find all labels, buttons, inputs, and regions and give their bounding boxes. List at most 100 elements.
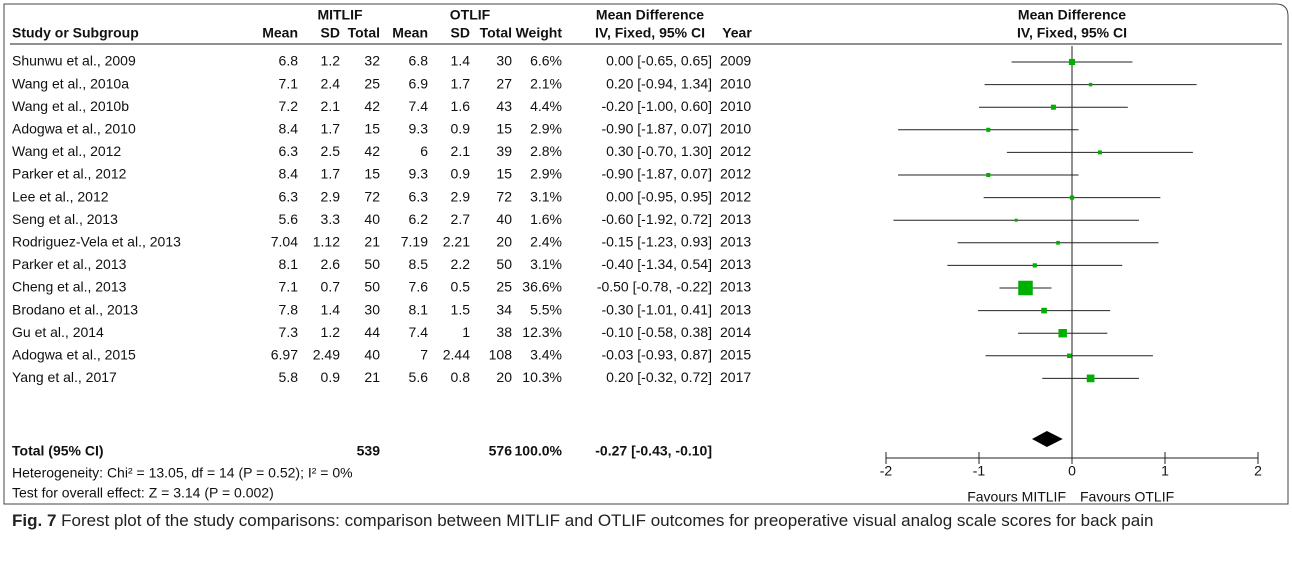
table-cell: 2.4 — [321, 75, 341, 91]
table-cell: 8.4 — [279, 166, 299, 182]
table-cell: 4.4% — [530, 98, 562, 114]
table-cell: 2010 — [720, 121, 751, 137]
table-cell: -0.30 [-1.01, 0.41] — [601, 301, 712, 317]
effect-marker — [1068, 58, 1076, 66]
total-ci: -0.27 [-0.43, -0.10] — [595, 443, 712, 459]
table-cell: Gu et al., 2014 — [12, 324, 104, 340]
group-header: MITLIF — [317, 7, 363, 23]
table-cell: 0.9 — [451, 121, 471, 137]
x-tick-label: 1 — [1161, 463, 1169, 479]
group-header: Mean Difference — [596, 7, 704, 23]
table-cell: 15 — [364, 166, 380, 182]
table-cell: 1.6% — [530, 211, 562, 227]
column-header: Mean — [392, 25, 428, 41]
table-cell: -0.90 [-1.87, 0.07] — [601, 121, 712, 137]
column-header: SD — [451, 25, 470, 41]
table-cell: 5.6 — [409, 369, 429, 385]
effect-marker — [1050, 104, 1056, 110]
table-cell: 6.6% — [530, 53, 562, 69]
table-cell: 1.7 — [451, 75, 471, 91]
table-cell: 6.3 — [409, 188, 429, 204]
effect-marker — [1066, 353, 1072, 359]
effect-marker — [1041, 307, 1047, 314]
total-weight: 100.0% — [515, 443, 563, 459]
effect-marker — [1018, 280, 1033, 296]
table-cell: Parker et al., 2012 — [12, 166, 127, 182]
table-cell: 15 — [496, 121, 512, 137]
table-cell: 72 — [496, 188, 512, 204]
table-cell: Adogwa et al., 2015 — [12, 347, 136, 363]
column-header: Weight — [516, 25, 563, 41]
table-cell: 3.4% — [530, 347, 562, 363]
total-n: 539 — [357, 443, 381, 459]
table-cell: 1.5 — [451, 301, 471, 317]
table-cell: 2.1 — [451, 143, 471, 159]
table-cell: 20 — [496, 234, 512, 250]
table-cell: 50 — [364, 279, 380, 295]
table-cell: 8.1 — [279, 256, 299, 272]
table-cell: 15 — [364, 121, 380, 137]
table-cell: 2.49 — [313, 347, 340, 363]
table-cell: 2.9 — [321, 188, 341, 204]
table-cell: 2012 — [720, 166, 751, 182]
table-cell: 40 — [364, 211, 380, 227]
table-cell: 30 — [496, 53, 512, 69]
table-cell: 10.3% — [522, 369, 562, 385]
table-cell: 0.9 — [451, 166, 471, 182]
column-header: IV, Fixed, 95% CI — [1017, 25, 1127, 41]
x-tick-label: 2 — [1254, 463, 1262, 479]
table-cell: 6.8 — [409, 53, 429, 69]
table-cell: Shunwu et al., 2009 — [12, 53, 136, 69]
table-cell: Parker et al., 2013 — [12, 256, 127, 272]
column-header: IV, Fixed, 95% CI — [595, 25, 705, 41]
overall-effect: Test for overall effect: Z = 3.14 (P = 0… — [12, 485, 274, 501]
table-cell: 2012 — [720, 143, 751, 159]
forest-figure: MITLIF OTLIF Mean Difference Mean Differ… — [3, 3, 1289, 505]
table-cell: 2.6 — [321, 256, 341, 272]
figure-frame — [3, 3, 1289, 505]
table-cell: 108 — [489, 347, 513, 363]
effect-marker — [1058, 328, 1067, 338]
effect-marker — [1032, 263, 1037, 268]
effect-marker — [1097, 150, 1102, 155]
table-cell: 2017 — [720, 369, 751, 385]
total-n: 576 — [489, 443, 513, 459]
table-cell: 0.00 [-0.65, 0.65] — [606, 53, 712, 69]
table-cell: 0.30 [-0.70, 1.30] — [606, 143, 712, 159]
table-cell: 7.1 — [279, 279, 299, 295]
table-cell: 50 — [496, 256, 512, 272]
table-cell: 2.9% — [530, 166, 562, 182]
table-cell: 1.7 — [321, 166, 341, 182]
table-cell: Brodano et al., 2013 — [12, 301, 138, 317]
column-header: Mean — [262, 25, 298, 41]
table-cell: 42 — [364, 98, 380, 114]
table-cell: 7.4 — [409, 324, 429, 340]
table-cell: 9.3 — [409, 166, 429, 182]
column-header: SD — [321, 25, 340, 41]
table-cell: 5.6 — [279, 211, 299, 227]
table-cell: Cheng et al., 2013 — [12, 279, 127, 295]
table-cell: 3.3 — [321, 211, 341, 227]
table-cell: 36.6% — [522, 279, 562, 295]
table-cell: 2013 — [720, 256, 751, 272]
favours-right: Favours OTLIF — [1080, 489, 1174, 505]
table-cell: 2.2 — [451, 256, 471, 272]
table-cell: 8.1 — [409, 301, 429, 317]
table-cell: Lee et al., 2012 — [12, 188, 109, 204]
table-cell: 1.12 — [313, 234, 340, 250]
column-header: Study or Subgroup — [12, 25, 139, 41]
table-cell: 50 — [364, 256, 380, 272]
table-cell: 2.44 — [443, 347, 470, 363]
table-cell: 1.2 — [321, 324, 341, 340]
table-cell: 6.3 — [279, 188, 299, 204]
table-cell: 1.7 — [321, 121, 341, 137]
table-cell: 0.20 [-0.32, 0.72] — [606, 369, 712, 385]
total-label: Total (95% CI) — [12, 443, 104, 459]
table-cell: 1.4 — [451, 53, 471, 69]
table-cell: 7 — [420, 347, 428, 363]
table-cell: 2.9% — [530, 121, 562, 137]
table-cell: 44 — [364, 324, 380, 340]
table-cell: 6.9 — [409, 75, 429, 91]
table-cell: 2013 — [720, 279, 751, 295]
caption: Fig. 7 Forest plot of the study comparis… — [12, 508, 1277, 534]
